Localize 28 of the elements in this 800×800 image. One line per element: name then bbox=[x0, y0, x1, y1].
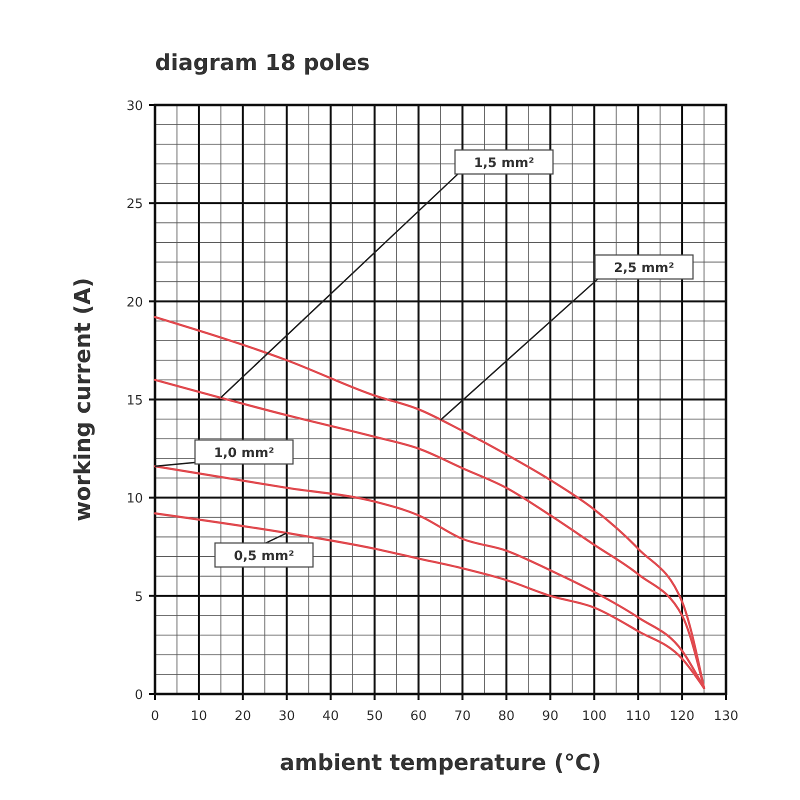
x-tick-label: 110 bbox=[626, 709, 651, 724]
x-tick-label: 120 bbox=[670, 709, 694, 724]
x-tick-label: 50 bbox=[366, 709, 383, 724]
y-tick-label: 25 bbox=[126, 197, 143, 212]
x-axis-title: ambient temperature (°C) bbox=[280, 751, 602, 776]
y-tick-label: 30 bbox=[126, 99, 143, 114]
x-tick-label: 20 bbox=[234, 709, 252, 724]
series-label: 0,5 mm² bbox=[234, 549, 294, 564]
x-tick-label: 60 bbox=[410, 709, 427, 724]
y-tick-label: 0 bbox=[134, 688, 143, 703]
x-tick-label: 70 bbox=[454, 709, 471, 724]
y-tick-label: 15 bbox=[126, 394, 143, 408]
y-tick-label: 10 bbox=[126, 492, 143, 507]
x-tick-label: 130 bbox=[714, 709, 738, 724]
y-tick-label: 5 bbox=[134, 590, 143, 605]
x-tick-label: 30 bbox=[278, 709, 296, 724]
x-tick-label: 80 bbox=[498, 709, 515, 724]
x-tick-label: 100 bbox=[582, 709, 607, 724]
x-tick-label: 90 bbox=[542, 709, 559, 724]
x-tick-label: 10 bbox=[190, 709, 208, 724]
series-label: 1,0 mm² bbox=[214, 446, 274, 461]
y-tick-label: 20 bbox=[126, 295, 143, 310]
y-axis-title: working current (A) bbox=[71, 278, 96, 522]
x-tick-label: 0 bbox=[150, 709, 160, 724]
chart-title: diagram 18 poles bbox=[155, 51, 370, 76]
text: 1,5 mm² bbox=[474, 156, 534, 171]
x-tick-label: 40 bbox=[322, 709, 339, 724]
text: 2,5 mm² bbox=[614, 261, 674, 276]
